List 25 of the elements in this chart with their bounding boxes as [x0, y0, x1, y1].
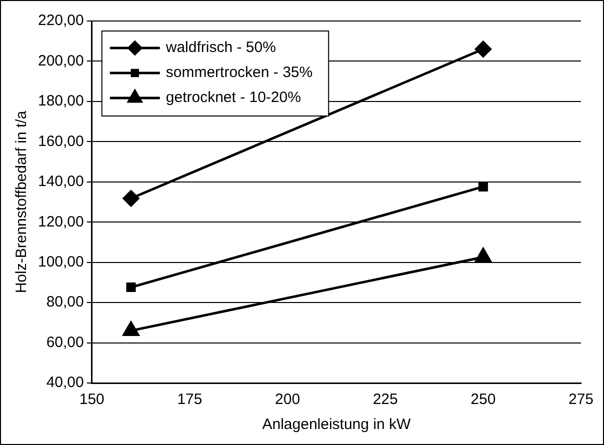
x-tick-label: 275 — [568, 391, 594, 408]
point — [126, 282, 136, 292]
x-tick-label: 250 — [470, 391, 496, 408]
point — [478, 182, 488, 192]
point — [122, 190, 140, 207]
x-tick-label: 225 — [372, 391, 398, 408]
x-tick-label: 200 — [275, 391, 300, 408]
y-tick-label: 200,00 — [38, 52, 84, 70]
y-tick-label: 220,00 — [38, 12, 84, 30]
y-tick-label: 180,00 — [38, 92, 84, 110]
legend-label: waldfrisch - 50% — [164, 39, 276, 56]
x-axis-title: Anlagenleistung in kW — [262, 416, 412, 434]
y-axis-title: Holz-Brennstoffbedarf in t/a — [13, 110, 30, 294]
y-tick-label: 160,00 — [38, 132, 84, 150]
x-tick-label: 150 — [79, 391, 104, 408]
legend-label: sommertrocken - 35% — [166, 64, 313, 82]
y-tick-label: 140,00 — [38, 173, 84, 190]
x-tick-label: 175 — [177, 391, 202, 408]
point — [474, 40, 492, 58]
legend-label: getrocknet - 10-20% — [166, 89, 301, 106]
y-tick-label: 80,00 — [46, 294, 84, 311]
y-tick-label: 100,00 — [38, 253, 84, 270]
y-tick-label: 60,00 — [46, 334, 84, 351]
y-tick-label: 40,00 — [46, 374, 84, 392]
y-tick-label: 120,00 — [38, 213, 84, 230]
